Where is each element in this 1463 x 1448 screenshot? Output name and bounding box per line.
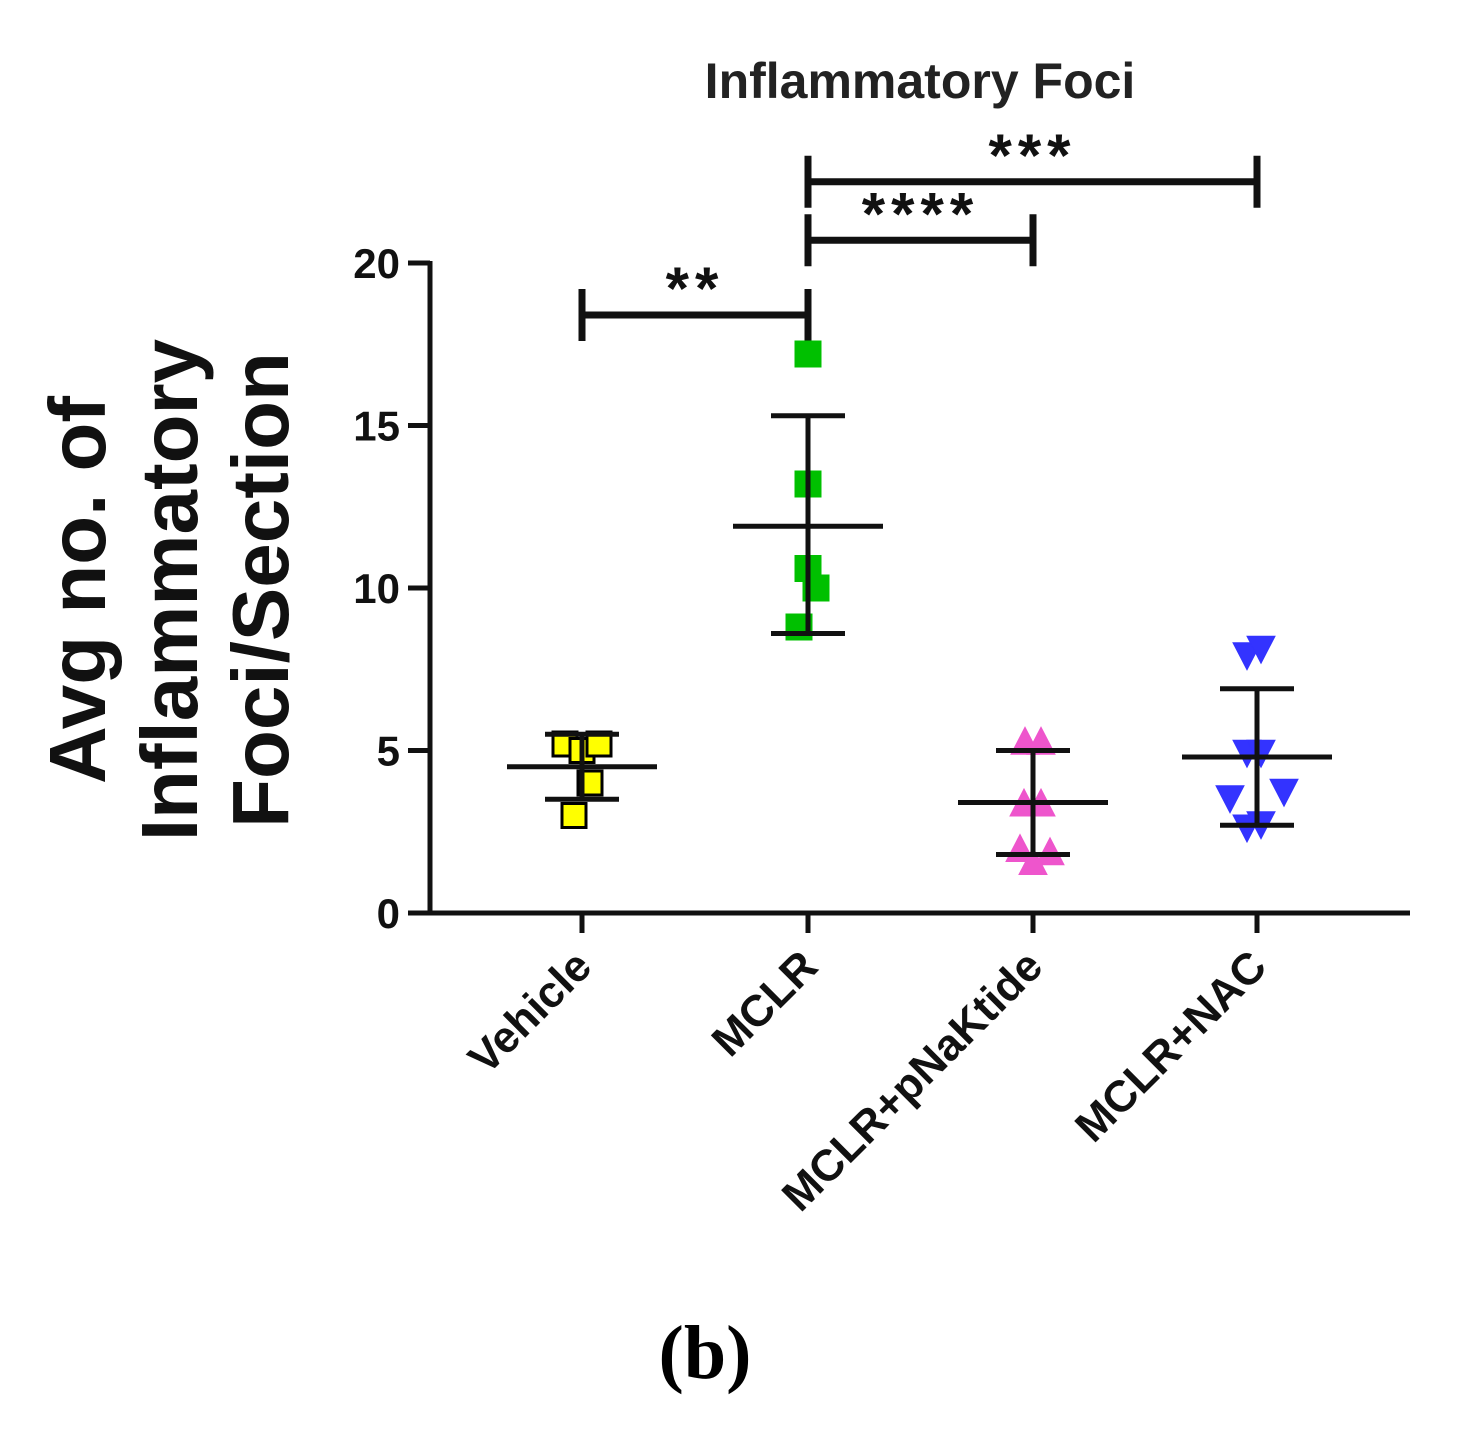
- panel-label: (b): [659, 1311, 752, 1395]
- y-axis-label-line-1: Avg no. of: [33, 396, 122, 784]
- sig-label-1: ****: [862, 180, 979, 247]
- error-bars: [507, 413, 1332, 857]
- point-2-1: [1026, 726, 1056, 755]
- point-0-4: [560, 802, 588, 829]
- x-tick-label-1: MCLR: [703, 941, 828, 1066]
- point-2-6: [1018, 846, 1048, 875]
- x-tick-label-0: Vehicle: [459, 941, 601, 1083]
- y-tick-label-10: 10: [353, 565, 400, 612]
- point-2-5: [1035, 836, 1065, 866]
- point-3-3: [1246, 739, 1276, 769]
- y-tick-label-0: 0: [377, 890, 400, 937]
- sig-label-2: ***: [988, 122, 1076, 189]
- point-3-5: [1269, 778, 1299, 808]
- data-points: [551, 340, 1299, 875]
- y-axis-label-line-2: Inflammatory: [125, 338, 214, 841]
- point-3-4: [1215, 785, 1245, 814]
- significance-brackets: *********: [578, 122, 1261, 341]
- point-3-1: [1246, 635, 1276, 665]
- chart-title: Inflammatory Foci: [705, 53, 1136, 109]
- x-tick-label-3: MCLR+NAC: [1066, 941, 1276, 1151]
- y-tick-label-15: 15: [353, 403, 400, 450]
- y-axis-label-line-3: Foci/Section: [216, 352, 305, 828]
- y-tick-label-20: 20: [353, 240, 400, 287]
- sig-label-0: **: [666, 255, 725, 322]
- y-tick-label-5: 5: [377, 728, 400, 775]
- y-axis-label: Avg no. of Inflammatory Foci/Section: [33, 338, 305, 841]
- point-1-0: [794, 340, 822, 368]
